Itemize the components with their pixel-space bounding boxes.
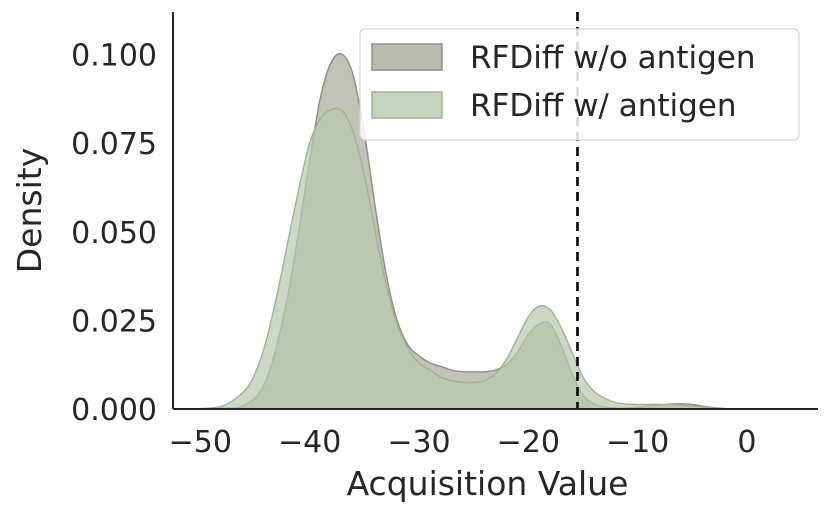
x-axis-title: Acquisition Value: [347, 464, 629, 503]
x-tick-label: −40: [278, 425, 341, 460]
density-line-series-1: [189, 107, 747, 410]
y-tick-label: 0.050: [71, 216, 157, 251]
x-tick-label: 0: [737, 425, 756, 460]
x-tick-labels: −50 −40 −30 −20 −10 0: [169, 425, 757, 460]
y-tick-label: 0.025: [71, 304, 157, 339]
legend-box: [359, 28, 800, 141]
x-tick-label: −10: [606, 425, 669, 460]
x-tick-label: −30: [387, 425, 450, 460]
x-tick-label: −20: [497, 425, 560, 460]
legend-label-without-antigen: RFDiff w/o antigen: [470, 40, 756, 76]
legend-label-with-antigen: RFDiff w/ antigen: [470, 88, 737, 124]
density-area-series-1: [189, 108, 747, 409]
legend-swatch-with-antigen: [371, 91, 443, 119]
x-tick-label: −50: [169, 425, 232, 460]
y-tick-label: 0.100: [71, 39, 157, 74]
y-axis-title: Density: [10, 148, 49, 273]
y-tick-label: 0.075: [71, 127, 157, 162]
legend: RFDiff w/o antigen RFDiff w/ antigen: [359, 28, 800, 141]
legend-swatch-without-antigen: [371, 43, 443, 71]
series-layer: [189, 52, 747, 410]
y-tick-label: 0.000: [71, 393, 157, 428]
y-tick-labels: 0.000 0.025 0.050 0.075 0.100: [71, 39, 157, 428]
